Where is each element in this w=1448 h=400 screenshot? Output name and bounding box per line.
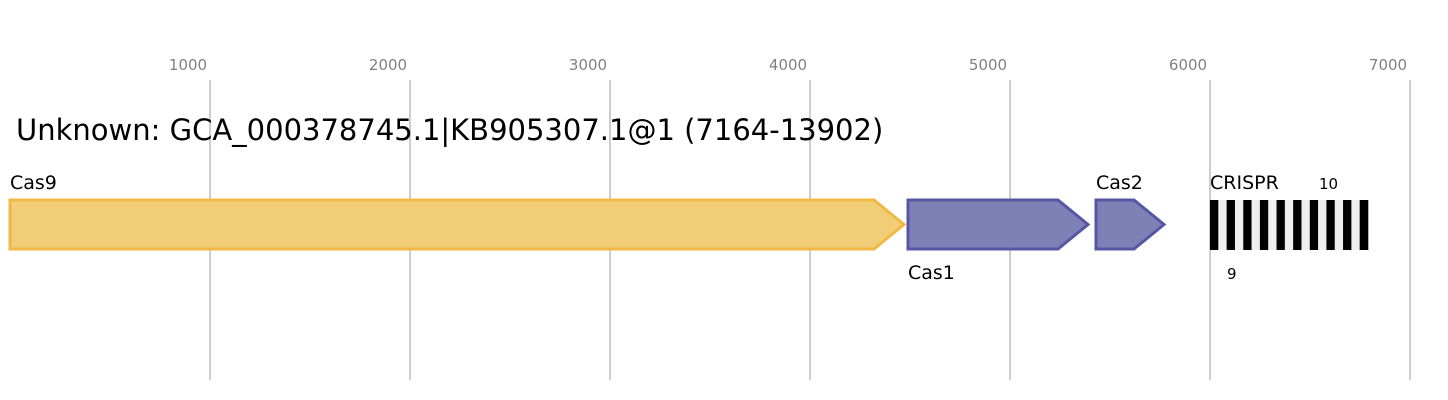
crispr-repeat <box>1293 200 1302 250</box>
crispr-repeat <box>1259 200 1269 250</box>
gene-label-cas9: Cas9 <box>10 172 57 194</box>
axis-tick-label: 2000 <box>369 56 407 74</box>
gene-label-cas1: Cas1 <box>908 262 955 284</box>
axis-tick-label: 1000 <box>169 56 207 74</box>
gene-label-cas2: Cas2 <box>1096 172 1143 194</box>
axis-tick-label: 7000 <box>1369 56 1407 74</box>
crispr-repeat <box>1309 200 1319 250</box>
crispr-spacer <box>1234 200 1244 250</box>
crispr-spacer <box>1268 200 1277 250</box>
crispr-array: CRISPR 10 9 <box>1210 172 1369 283</box>
crispr-repeat <box>1226 200 1236 250</box>
gene-arrow-cas2[interactable] <box>1094 198 1167 251</box>
crispr-repeat <box>1210 200 1219 250</box>
crispr-repeat <box>1359 200 1369 250</box>
crispr-spacer <box>1251 200 1261 250</box>
crispr-repeat <box>1243 200 1252 250</box>
axis-tick-label: 4000 <box>769 56 807 74</box>
crispr-repeat-count: 10 <box>1319 175 1338 193</box>
crispr-spacer <box>1301 200 1311 250</box>
crispr-spacer <box>1218 200 1227 250</box>
crispr-repeat <box>1326 200 1336 250</box>
axis-tick-label: 3000 <box>569 56 607 74</box>
genes: Cas9 Cas1 Cas2 <box>8 172 1167 284</box>
crispr-spacer <box>1351 200 1360 250</box>
crispr-spacer <box>1334 200 1344 250</box>
axis-tick-label: 6000 <box>1169 56 1207 74</box>
crispr-spacer <box>1284 200 1294 250</box>
crispr-repeat <box>1276 200 1286 250</box>
cluster-title: Unknown: GCA_000378745.1|KB905307.1@1 (7… <box>16 113 883 147</box>
gene-arrow-cas1[interactable] <box>906 198 1091 251</box>
crispr-spacer-count: 9 <box>1227 265 1237 283</box>
axis-tick-label: 5000 <box>969 56 1007 74</box>
crispr-repeat <box>1343 200 1352 250</box>
gene-arrow-cas9[interactable] <box>8 198 907 251</box>
crispr-spacer <box>1318 200 1327 250</box>
crispr-label: CRISPR <box>1210 172 1279 194</box>
